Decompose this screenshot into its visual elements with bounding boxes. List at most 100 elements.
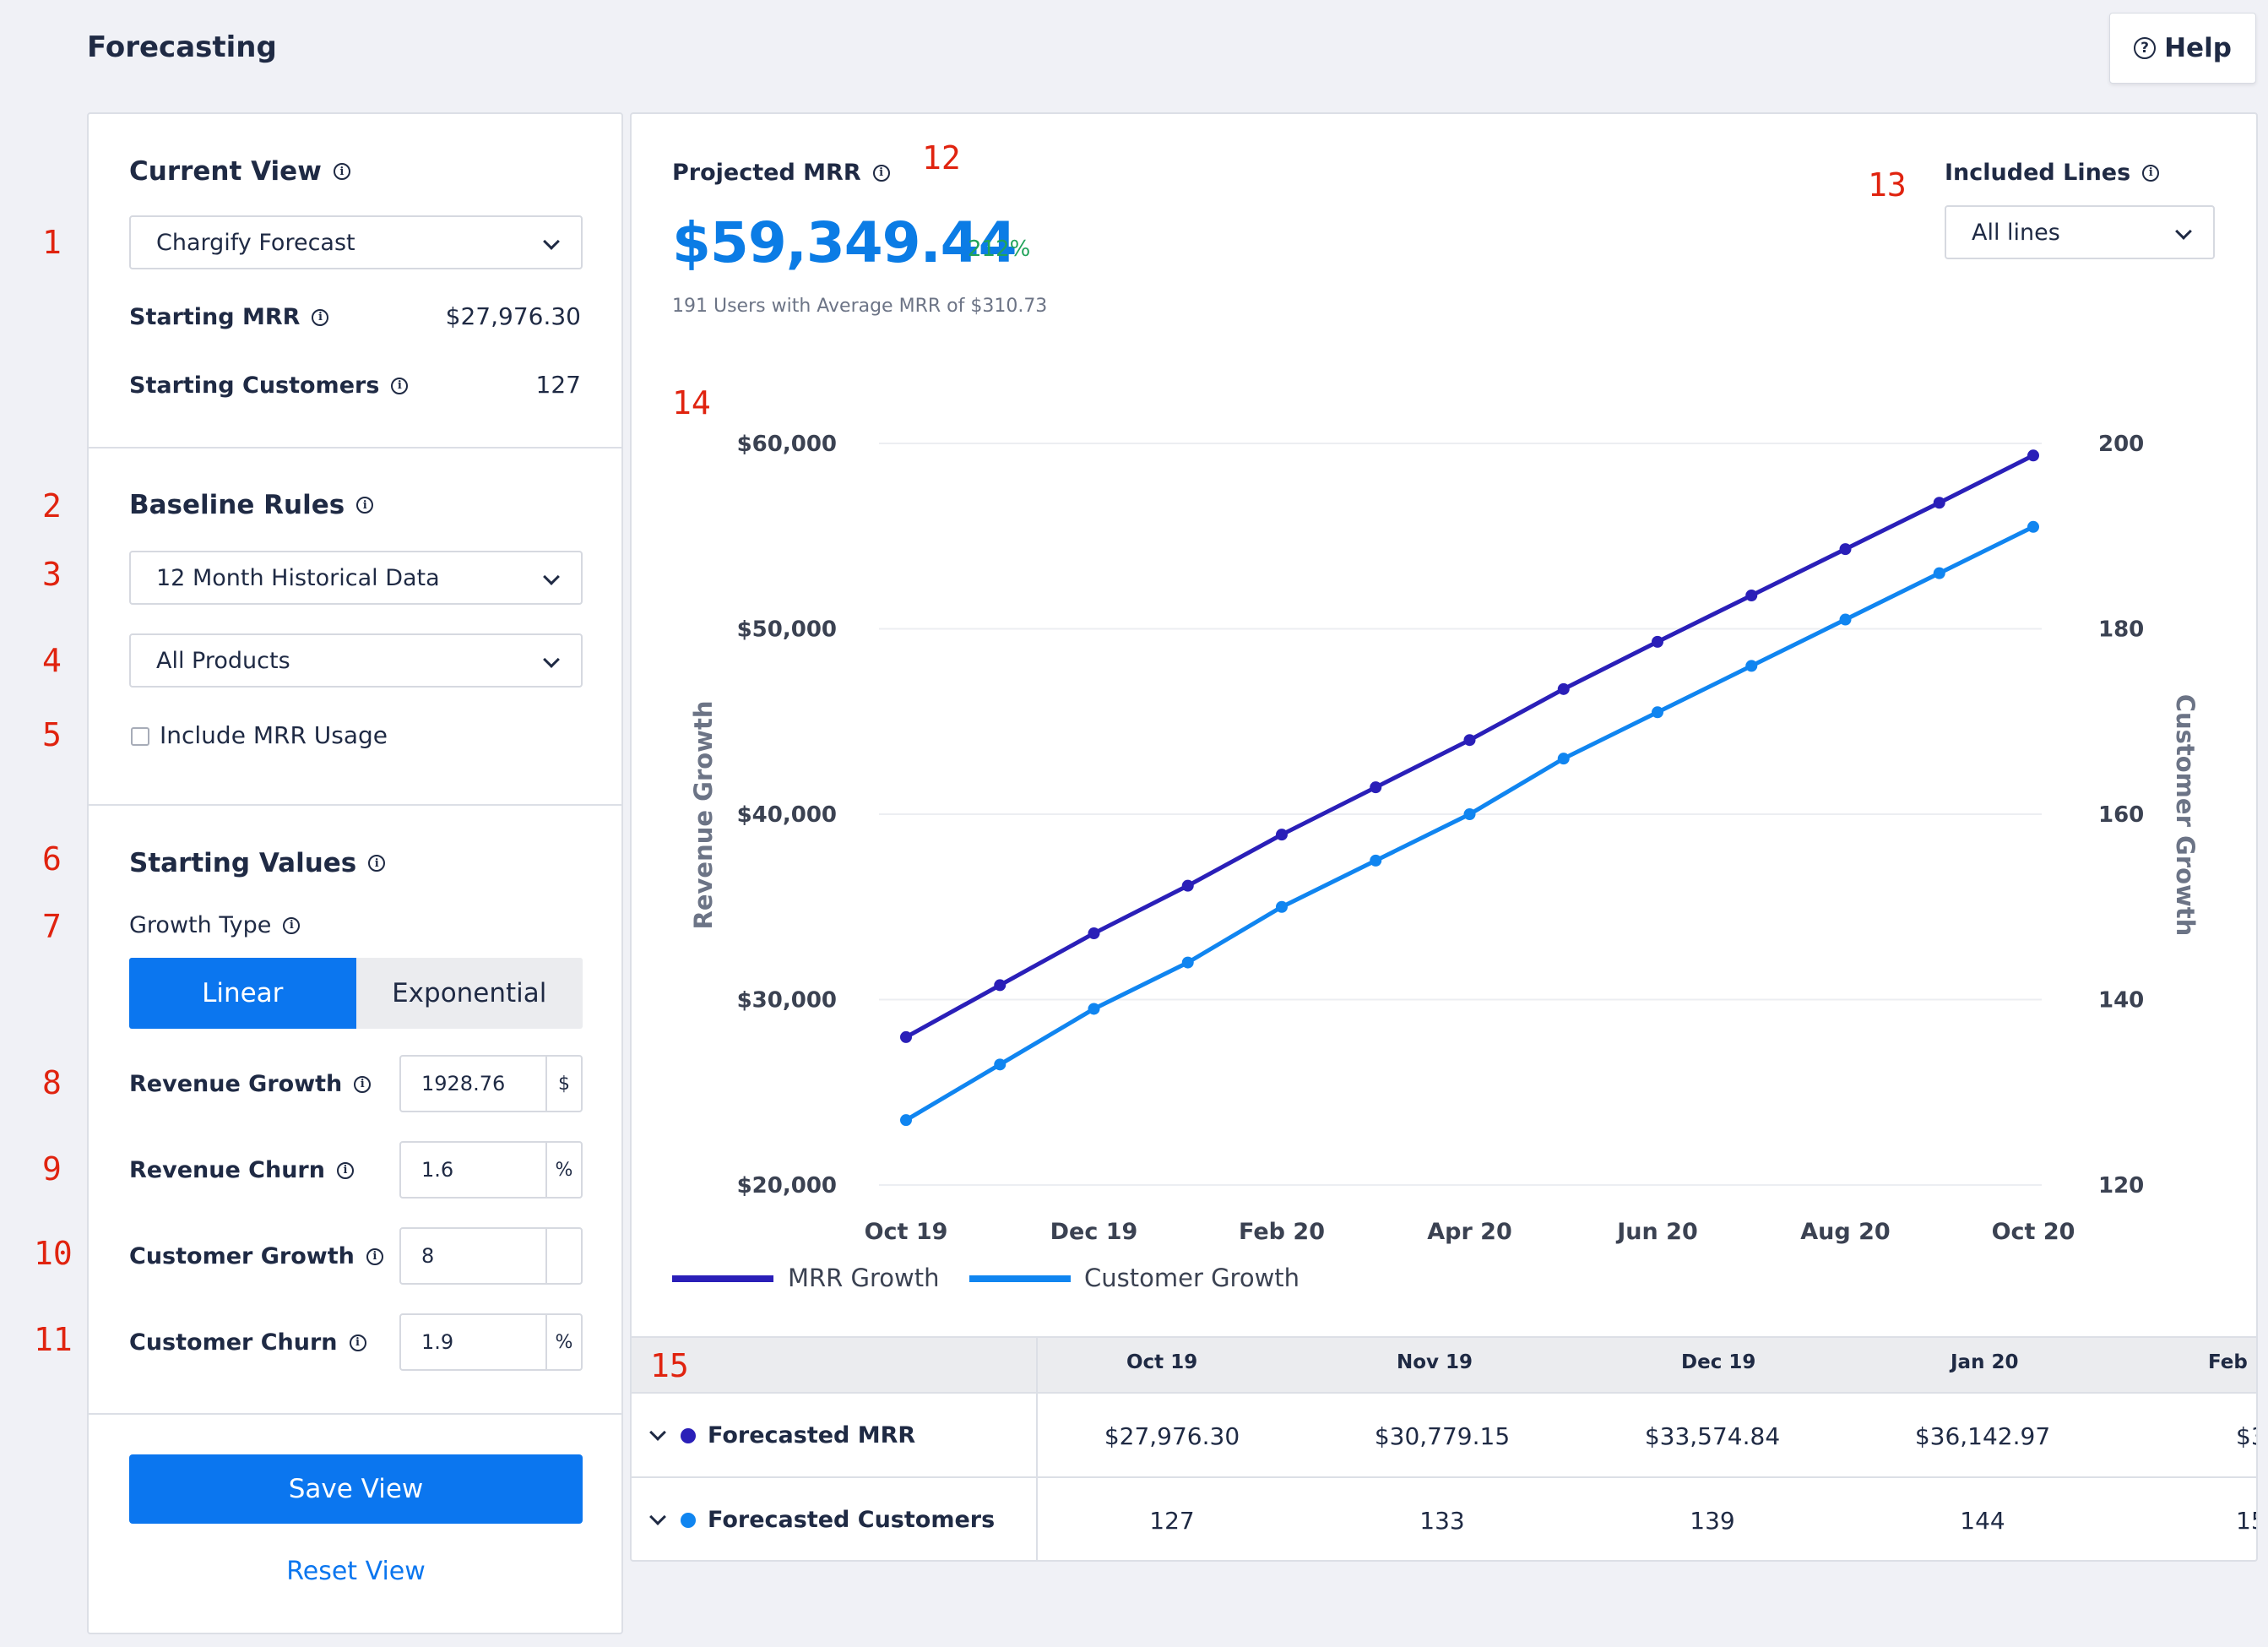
legend-swatch xyxy=(672,1275,773,1282)
table-row: Forecasted MRR $27,976.30 $30,779.15 $33… xyxy=(632,1392,2256,1476)
forecast-line-chart: $20,000 $30,000 $40,000 $50,000 $60,000 120 14… xyxy=(672,432,2200,1292)
customer-churn-input[interactable]: 1.9 % xyxy=(399,1313,583,1371)
data-point xyxy=(1370,854,1382,867)
data-point xyxy=(1557,753,1570,765)
info-icon[interactable]: i xyxy=(283,916,301,934)
exponential-option[interactable]: Exponential xyxy=(355,958,583,1029)
annotation-marker: 7 xyxy=(42,908,62,945)
data-point xyxy=(1181,879,1194,892)
x-tick-label: Feb 20 xyxy=(1239,1219,1325,1245)
annotation-marker: 4 xyxy=(42,642,62,679)
chevron-down-icon xyxy=(649,1423,666,1441)
annotation-marker: 12 xyxy=(922,139,961,177)
projected-mrr-subtitle: 191 Users with Average MRR of $310.73 xyxy=(672,296,1048,317)
historical-data-select[interactable]: 12 Month Historical Data xyxy=(129,551,583,605)
help-button[interactable]: ? Help xyxy=(2109,13,2256,84)
data-point xyxy=(1463,808,1476,820)
save-view-button[interactable]: Save View xyxy=(129,1454,583,1524)
starting-customers-label: Starting Customers i xyxy=(129,372,409,399)
y-tick-label: $50,000 xyxy=(737,617,837,643)
customer-churn-label: Customer Churn i xyxy=(129,1329,366,1356)
y-tick-label: $30,000 xyxy=(737,988,837,1014)
x-tick-label: Dec 19 xyxy=(1050,1219,1138,1245)
info-icon[interactable]: i xyxy=(2142,164,2160,182)
linear-option[interactable]: Linear xyxy=(129,958,356,1029)
reset-view-link[interactable]: Reset View xyxy=(286,1557,426,1586)
annotation-marker: 14 xyxy=(672,384,711,421)
table-cell: $27,976.30 xyxy=(1104,1422,1240,1450)
info-icon[interactable]: i xyxy=(354,1075,372,1093)
table-column-header: Jan 20 xyxy=(1951,1351,2019,1373)
annotation-marker: 6 xyxy=(42,840,62,878)
info-icon[interactable]: i xyxy=(349,1334,366,1351)
data-point xyxy=(2027,449,2039,462)
data-point xyxy=(1557,682,1570,695)
annotation-marker: 3 xyxy=(42,556,62,593)
info-icon[interactable]: i xyxy=(872,164,890,182)
annotation-marker: 11 xyxy=(34,1321,73,1358)
forecasted-customers-row-toggle[interactable]: Forecasted Customers xyxy=(649,1507,995,1533)
included-lines-select[interactable]: All lines xyxy=(1945,205,2215,259)
y-right-tick-label: 160 xyxy=(2098,802,2144,828)
data-point xyxy=(1745,660,1758,672)
customer-churn-value[interactable]: 1.9 xyxy=(421,1330,454,1354)
growth-type-toggle: Linear Exponential xyxy=(129,958,583,1029)
customer-churn-unit: % xyxy=(545,1315,581,1369)
table-cell: $38,9 xyxy=(2236,1422,2256,1450)
annotation-marker: 8 xyxy=(42,1064,62,1101)
data-point xyxy=(1088,927,1100,940)
table-row: Forecasted Customers 127 133 139 144 15 xyxy=(632,1476,2256,1560)
revenue-growth-value[interactable]: 1928.76 xyxy=(421,1072,506,1095)
chevron-down-icon xyxy=(543,568,560,585)
y-tick-label: $20,000 xyxy=(737,1173,837,1199)
revenue-churn-input[interactable]: 1.6 % xyxy=(399,1141,583,1199)
customer-growth-label-text: Customer Growth xyxy=(129,1243,355,1269)
table-cell: $30,779.15 xyxy=(1374,1422,1511,1450)
info-icon[interactable]: i xyxy=(336,1161,354,1179)
annotation-marker: 2 xyxy=(42,487,62,525)
y-right-tick-label: 200 xyxy=(2098,432,2144,457)
y-right-tick-label: 140 xyxy=(2098,988,2144,1014)
customer-growth-input[interactable]: 8 xyxy=(399,1227,583,1285)
customer-growth-label: Customer Growth i xyxy=(129,1243,383,1269)
annotation-marker: 10 xyxy=(34,1235,73,1272)
baseline-rules-heading: Baseline Rules i xyxy=(129,490,374,520)
revenue-growth-label: Revenue Growth i xyxy=(129,1071,372,1097)
include-mrr-usage-label[interactable]: Include MRR Usage xyxy=(160,721,388,749)
help-icon: ? xyxy=(2134,37,2157,59)
included-lines-label: Included Lines i xyxy=(1945,160,2160,186)
customer-growth-value[interactable]: 8 xyxy=(421,1244,435,1268)
revenue-churn-value[interactable]: 1.6 xyxy=(421,1158,454,1182)
data-point xyxy=(1181,956,1194,969)
y-right-tick-label: 120 xyxy=(2098,1173,2144,1199)
table-cell: 15 xyxy=(2236,1507,2256,1535)
y-right-axis-title: Customer Growth xyxy=(2171,694,2200,937)
include-mrr-usage-checkbox[interactable] xyxy=(131,727,149,746)
series-dot-icon xyxy=(681,1512,696,1528)
divider xyxy=(89,1413,621,1415)
info-icon[interactable]: i xyxy=(356,497,374,514)
divider xyxy=(89,447,621,448)
revenue-growth-input[interactable]: 1928.76 $ xyxy=(399,1055,583,1112)
data-point xyxy=(1745,589,1758,601)
starting-values-heading: Starting Values i xyxy=(129,848,386,878)
x-tick-label: Oct 19 xyxy=(865,1219,948,1245)
projected-mrr-label-text: Projected MRR xyxy=(672,160,861,186)
forecasted-mrr-row-toggle[interactable]: Forecasted MRR xyxy=(649,1422,915,1449)
current-view-heading: Current View i xyxy=(129,156,350,187)
products-select[interactable]: All Products xyxy=(129,633,583,688)
customer-churn-label-text: Customer Churn xyxy=(129,1329,338,1356)
series-dot-icon xyxy=(681,1427,696,1443)
info-icon[interactable]: i xyxy=(333,163,350,180)
growth-type-label-text: Growth Type xyxy=(129,912,272,938)
help-button-label: Help xyxy=(2164,33,2232,63)
y-axis-title: Revenue Growth xyxy=(689,701,718,930)
info-icon[interactable]: i xyxy=(366,1247,383,1265)
info-icon[interactable]: i xyxy=(368,855,386,872)
info-icon[interactable]: i xyxy=(391,377,409,394)
chevron-down-icon xyxy=(543,651,560,668)
info-icon[interactable]: i xyxy=(312,308,329,326)
table-cell: 127 xyxy=(1149,1507,1195,1535)
projected-mrr-change: 212% xyxy=(968,236,1031,262)
current-view-select[interactable]: Chargify Forecast xyxy=(129,215,583,269)
